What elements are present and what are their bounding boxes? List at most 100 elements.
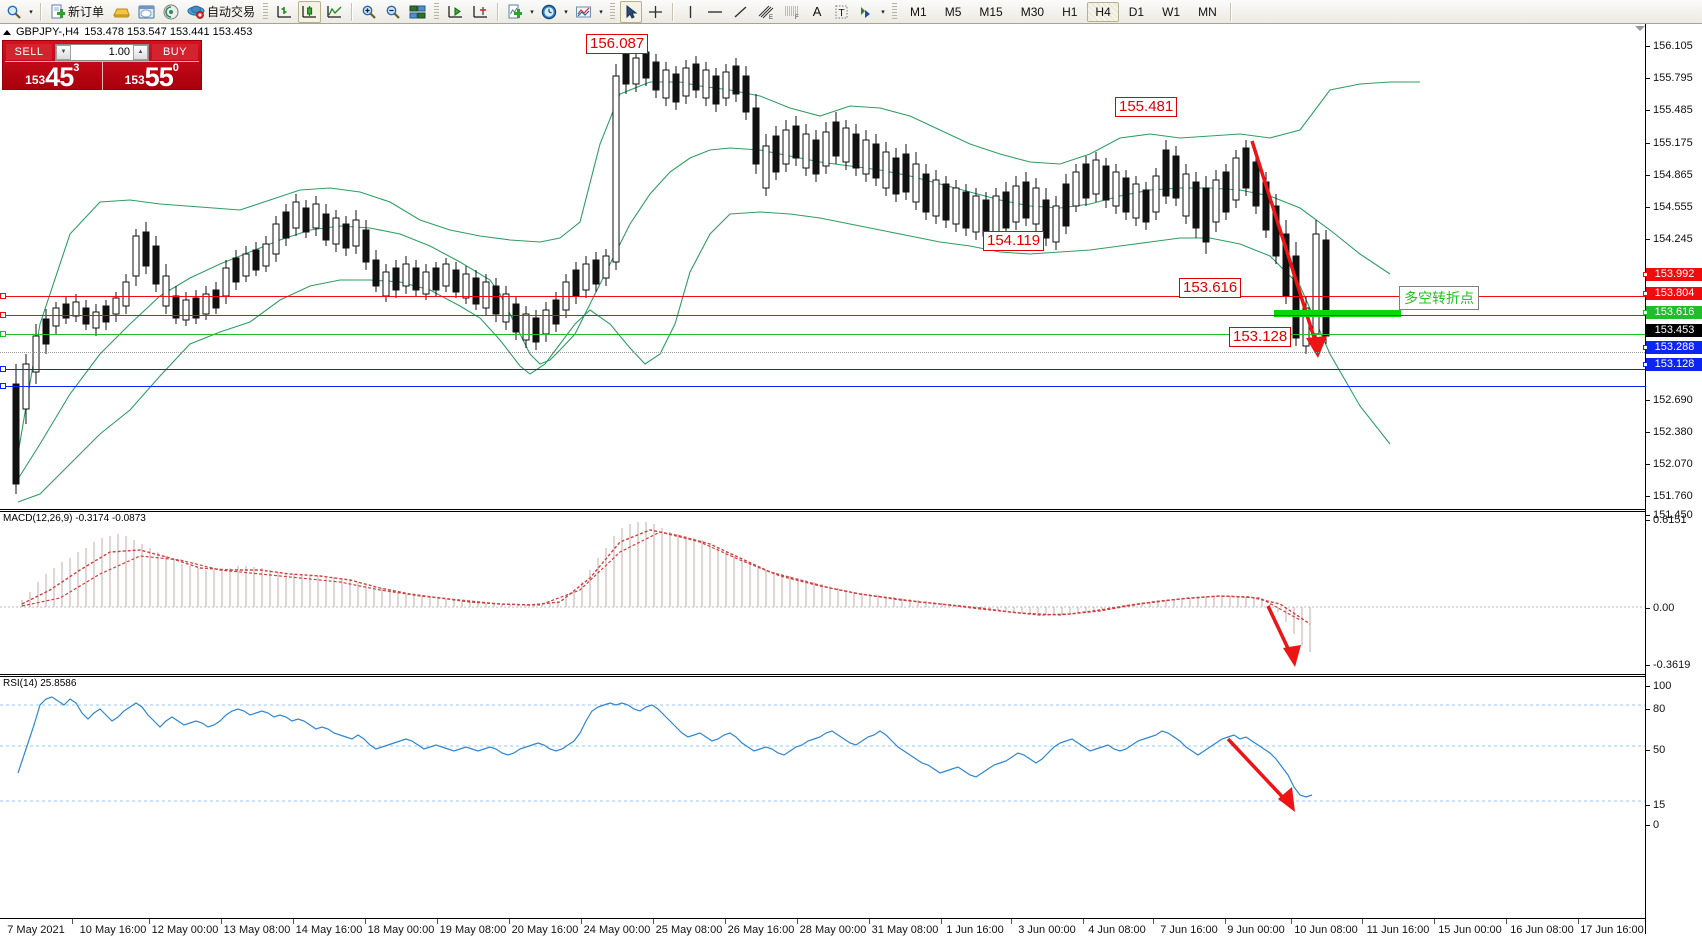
chart-shift-icon[interactable] — [444, 1, 467, 23]
auto-scroll-icon[interactable] — [469, 1, 492, 23]
price-tag-154119[interactable]: 154.119 — [983, 231, 1045, 251]
time-separator — [1225, 919, 1226, 924]
new-order-button[interactable]: 新订单 — [47, 1, 107, 23]
indicator-dropdown-icon[interactable]: ▾ — [530, 8, 534, 16]
line-chart-icon[interactable] — [323, 1, 346, 23]
timeframe-h4[interactable]: H4 — [1087, 1, 1119, 22]
signal-radar-icon[interactable] — [160, 1, 182, 23]
timeframe-m30[interactable]: M30 — [1020, 4, 1045, 19]
scroll-indicator-icon[interactable] — [1635, 26, 1645, 31]
terminal-window-icon[interactable] — [135, 1, 158, 23]
sell-button[interactable]: SELL — [6, 44, 52, 60]
sell-price-display[interactable]: 153 45 3 — [3, 61, 102, 91]
price-scale[interactable]: 156.105 155.795 155.485 155.175 154.865 … — [1643, 24, 1702, 934]
gold-bar-icon[interactable] — [109, 1, 133, 23]
time-scale[interactable]: 7 May 2021 10 May 16:00 12 May 00:00 13 … — [0, 918, 1645, 944]
level-line-153616[interactable] — [0, 334, 1645, 335]
horizontal-line-icon[interactable] — [703, 1, 727, 23]
trendline-icon[interactable] — [729, 1, 752, 23]
axis-handle-153804[interactable] — [1643, 291, 1648, 296]
time-separator — [1011, 919, 1012, 924]
volume-decrement-icon[interactable]: ▼ — [56, 44, 71, 60]
timeframe-m1[interactable]: M1 — [910, 4, 927, 19]
volume-increment-icon[interactable]: ▲ — [133, 44, 148, 60]
toolbar-grip-4[interactable] — [892, 2, 898, 21]
level-handle-153616[interactable] — [0, 331, 6, 337]
level-line-153128[interactable] — [0, 386, 1645, 387]
macd-pane[interactable]: MACD(12,26,9) -0.3174 -0.0873 — [0, 511, 1645, 675]
axis-handle-153616[interactable] — [1643, 310, 1648, 315]
time-separator — [437, 919, 438, 924]
level-badge-153128[interactable]: 153.128 — [1646, 358, 1702, 371]
price-tick: 152.690 — [1646, 394, 1702, 406]
candlestick-chart-icon[interactable] — [298, 0, 322, 23]
text-tool-icon[interactable]: A — [806, 1, 828, 23]
price-tick: 155.485 — [1646, 104, 1702, 116]
text-label-tool-icon[interactable]: T — [830, 1, 852, 23]
arrows-tool-icon[interactable] — [854, 1, 877, 23]
time-tick: 9 Jun 00:00 — [1227, 924, 1285, 936]
volume-input[interactable]: ▼ 1.00 ▲ — [55, 43, 149, 61]
level-handle-153804[interactable] — [0, 312, 6, 318]
collapse-triangle-icon[interactable] — [3, 29, 11, 35]
level-handle-153288[interactable] — [0, 366, 6, 372]
axis-handle-153128[interactable] — [1643, 362, 1648, 367]
timeframe-h1[interactable]: H1 — [1062, 4, 1078, 19]
buy-price-lead: 153 — [124, 73, 145, 87]
one-click-trading-panel[interactable]: SELL ▼ 1.00 ▲ BUY 153 45 3 153 55 0 — [2, 40, 202, 91]
level-line-153288[interactable] — [0, 369, 1645, 370]
timeframe-mn[interactable]: MN — [1198, 4, 1217, 19]
level-badge-153616[interactable]: 153.616 — [1646, 306, 1702, 319]
toolbar-grip-2[interactable] — [434, 2, 440, 21]
time-tick: 16 Jun 08:00 — [1510, 924, 1574, 936]
level-badge-153804[interactable]: 153.804 — [1646, 287, 1702, 300]
toolbar-grip-3[interactable] — [610, 2, 616, 21]
buy-price-display[interactable]: 153 55 0 — [101, 61, 202, 91]
time-separator — [1083, 919, 1084, 924]
fibonacci-icon[interactable]: F — [780, 1, 804, 23]
equidistant-channel-icon[interactable]: E — [754, 1, 778, 23]
level-line-153992[interactable] — [0, 296, 1645, 297]
period-clock-icon[interactable] — [538, 1, 560, 23]
main-chart-pane[interactable] — [0, 24, 1645, 510]
arrows-dropdown-icon[interactable]: ▾ — [881, 8, 885, 16]
price-tag-153128[interactable]: 153.128 — [1229, 327, 1292, 347]
macd-chart-svg — [0, 522, 1645, 667]
period-dropdown-icon[interactable]: ▾ — [564, 8, 568, 16]
add-indicator-icon[interactable] — [504, 1, 526, 23]
axis-handle-153992[interactable] — [1643, 272, 1648, 277]
zoom-glass-icon[interactable] — [3, 1, 25, 23]
level-badge-153992[interactable]: 153.992 — [1646, 268, 1702, 281]
zoom-dropdown-icon[interactable]: ▾ — [29, 8, 33, 16]
timeframe-m15[interactable]: M15 — [979, 4, 1003, 19]
zoom-out-icon[interactable] — [382, 1, 404, 23]
tile-windows-icon[interactable] — [406, 1, 429, 23]
level-handle-153992[interactable] — [0, 293, 6, 299]
rsi-pane[interactable]: RSI(14) 25.8586 — [0, 676, 1645, 834]
level-line-153804[interactable] — [0, 315, 1645, 316]
buy-button[interactable]: BUY — [152, 44, 198, 60]
auto-trading-button[interactable]: 自动交易 — [184, 1, 258, 23]
timeframe-w1[interactable]: W1 — [1162, 4, 1181, 19]
axis-handle-153288[interactable] — [1643, 345, 1648, 350]
level-badge-153288[interactable]: 153.288 — [1646, 341, 1702, 354]
templates-icon[interactable] — [572, 1, 595, 23]
vertical-line-icon[interactable] — [679, 1, 701, 23]
timeframe-d1[interactable]: D1 — [1128, 4, 1145, 19]
cursor-arrow-icon[interactable] — [620, 0, 643, 23]
down-arrow-annotation-macd — [1266, 605, 1301, 667]
timeframe-m5[interactable]: M5 — [944, 4, 962, 19]
crosshair-icon[interactable] — [644, 1, 667, 23]
price-tick: 154.245 — [1646, 233, 1702, 245]
templates-dropdown-icon[interactable]: ▾ — [599, 8, 603, 16]
bar-chart-icon[interactable] — [273, 1, 296, 23]
price-tag-155481[interactable]: 155.481 — [1115, 97, 1178, 117]
price-tick: 151.760 — [1646, 490, 1702, 502]
time-separator — [149, 919, 150, 924]
price-tag-153616[interactable]: 153.616 — [1179, 278, 1242, 298]
zoom-in-icon[interactable] — [358, 1, 380, 23]
price-tag-156087[interactable]: 156.087 — [586, 34, 649, 54]
toolbar-grip[interactable] — [263, 2, 269, 21]
level-handle-153128[interactable] — [0, 383, 6, 389]
turning-point-annotation[interactable]: 多空转折点 — [1399, 286, 1479, 310]
